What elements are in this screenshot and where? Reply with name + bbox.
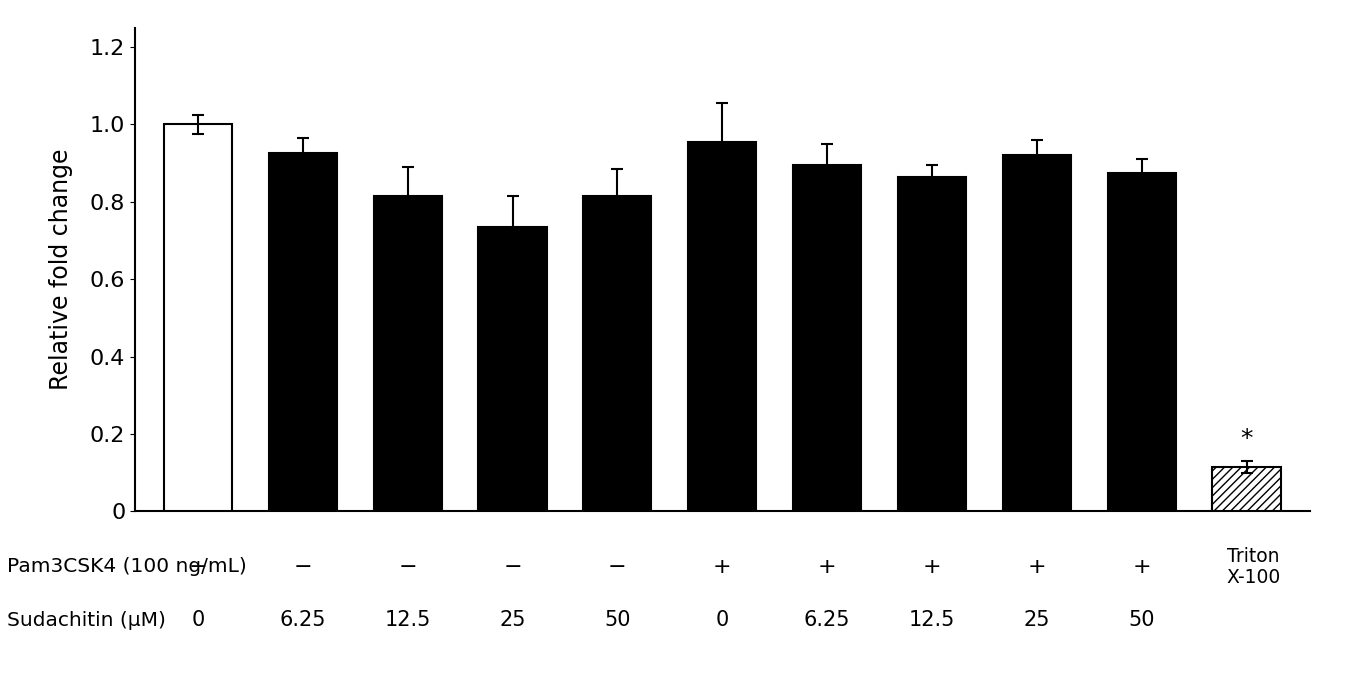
Text: −: − (504, 557, 522, 577)
Bar (583, 196, 652, 511)
Text: *: * (1241, 427, 1253, 451)
Text: −: − (398, 557, 417, 577)
Y-axis label: Relative fold change: Relative fold change (49, 149, 73, 390)
Text: −: − (293, 557, 312, 577)
Text: 12.5: 12.5 (909, 610, 956, 630)
Bar (374, 196, 441, 511)
Text: X-100: X-100 (1226, 568, 1280, 587)
Text: +: + (922, 557, 941, 577)
Text: 6.25: 6.25 (803, 610, 850, 630)
Text: +: + (1027, 557, 1046, 577)
Bar (1003, 155, 1071, 511)
Text: Pam3CSK4 (100 ng/mL): Pam3CSK4 (100 ng/mL) (7, 558, 247, 576)
Text: 50: 50 (1129, 610, 1156, 630)
Text: +: + (818, 557, 837, 577)
Text: 25: 25 (1023, 610, 1050, 630)
Text: Triton: Triton (1227, 547, 1280, 566)
Bar (898, 177, 967, 511)
Bar (792, 165, 861, 511)
Text: 12.5: 12.5 (385, 610, 431, 630)
Bar (478, 227, 547, 511)
Text: Sudachitin (μM): Sudachitin (μM) (7, 611, 166, 630)
Text: 50: 50 (605, 610, 630, 630)
Text: 0: 0 (192, 610, 205, 630)
Text: 0: 0 (716, 610, 729, 630)
Bar (163, 124, 232, 511)
Bar (1212, 467, 1281, 511)
Text: 6.25: 6.25 (279, 610, 327, 630)
Text: +: + (713, 557, 732, 577)
Bar (688, 142, 756, 511)
Text: −: − (608, 557, 626, 577)
Text: −: − (189, 557, 208, 577)
Text: +: + (1133, 557, 1152, 577)
Bar (1107, 173, 1176, 511)
Bar (269, 153, 338, 511)
Text: 25: 25 (500, 610, 525, 630)
